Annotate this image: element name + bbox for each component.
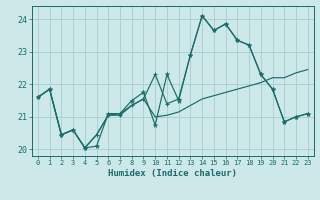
X-axis label: Humidex (Indice chaleur): Humidex (Indice chaleur) xyxy=(108,169,237,178)
